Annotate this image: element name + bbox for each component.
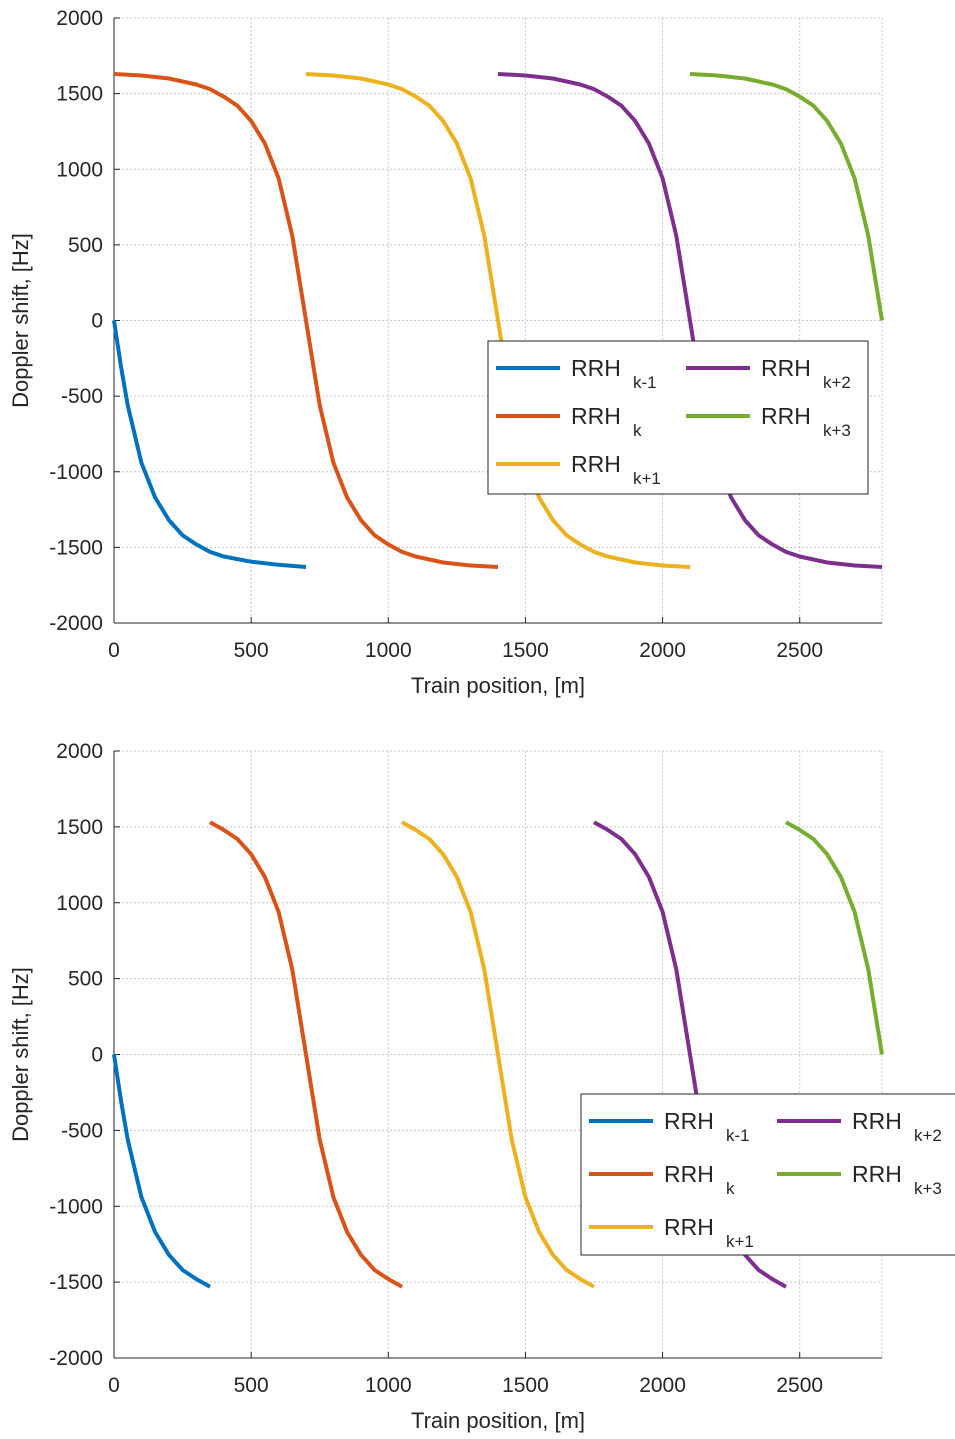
x-tick-label: 0	[108, 639, 120, 662]
legend-label-rrh-k+1: RRH	[571, 451, 621, 477]
y-tick-label: -2000	[49, 1347, 103, 1370]
y-tick-label: 500	[68, 968, 103, 991]
legend-label-rrh-k+2: RRH	[761, 355, 811, 381]
y-tick-label: 500	[68, 234, 103, 257]
series-line-rrh-k+3	[689, 72, 884, 321]
legend-subscript-rrh-k: k	[633, 421, 642, 440]
series-line-rrh-k	[209, 820, 403, 1289]
y-tick-label: -1500	[49, 536, 103, 559]
x-tick-label: 2500	[776, 1374, 823, 1397]
x-tick-label: 500	[234, 1374, 269, 1397]
legend-subscript-rrh-k-1: k-1	[633, 373, 657, 392]
chart-panel-1: 0 500 1000 1500 2000 2500 2000 1500 1000 500 0 -500…	[8, 7, 884, 698]
x-tick-label: 1500	[502, 1374, 549, 1397]
legend-label-rrh-k+3: RRH	[761, 403, 811, 429]
series-line-rrh-k-1	[112, 320, 307, 569]
y-tick-label: 2000	[56, 740, 103, 763]
legend-subscript-rrh-k+2: k+2	[823, 373, 851, 392]
x-tick-label: 500	[234, 639, 269, 662]
y-tick-label: 0	[91, 1044, 103, 1067]
legend-subscript-rrh-k+2: k+2	[914, 1126, 942, 1145]
y-tick-label: -1000	[49, 461, 103, 484]
y-tick-label: 1500	[56, 816, 103, 839]
legend-label-rrh-k+2: RRH	[852, 1108, 902, 1134]
series-line-rrh-k	[113, 72, 499, 569]
legend-label-rrh-k: RRH	[664, 1161, 714, 1187]
y-tick-label: 2000	[56, 7, 103, 30]
y-tick-label: -500	[61, 1119, 103, 1142]
y-tick-label: -1000	[49, 1195, 103, 1218]
y-tick-label: 0	[91, 310, 103, 333]
x-tick-label: 1500	[502, 639, 549, 662]
x-axis-label: Train position, [m]	[411, 673, 585, 698]
series-line-rrh-k+3	[785, 820, 884, 1055]
series-line-rrh-k-1	[112, 1054, 211, 1289]
series-line-rrh-k+1	[401, 820, 595, 1289]
y-tick-label: -1500	[49, 1271, 103, 1294]
series-line-rrh-k+2	[497, 72, 883, 569]
x-tick-label: 0	[108, 1374, 120, 1397]
legend-label-rrh-k-1: RRH	[571, 355, 621, 381]
x-tick-label: 2000	[639, 1374, 686, 1397]
y-tick-label: 1500	[56, 83, 103, 106]
x-tick-label: 1000	[365, 639, 412, 662]
y-tick-label: 1000	[56, 158, 103, 181]
x-tick-label: 2000	[639, 639, 686, 662]
legend: RRH k-1 RRH k RRH k+1 RRH k+2 RRH k+3	[580, 1093, 955, 1256]
series-line-rrh-k+2	[593, 820, 787, 1289]
y-tick-label: 1000	[56, 892, 103, 915]
legend-label-rrh-k+1: RRH	[664, 1214, 714, 1240]
x-tick-label: 2500	[776, 639, 823, 662]
y-axis-label: Doppler shift, [Hz]	[8, 233, 33, 408]
legend-label-rrh-k: RRH	[571, 403, 621, 429]
legend-subscript-rrh-k+1: k+1	[726, 1232, 754, 1251]
legend-label-rrh-k+3: RRH	[852, 1161, 902, 1187]
legend: RRH k-1 RRH k RRH k+1 RRH k+2 RRH k+3	[487, 340, 869, 495]
legend-label-rrh-k-1: RRH	[664, 1108, 714, 1134]
series-line-rrh-k+1	[305, 72, 691, 569]
x-axis-label: Train position, [m]	[411, 1408, 585, 1433]
legend-subscript-rrh-k+3: k+3	[823, 421, 851, 440]
x-tick-label: 1000	[365, 1374, 412, 1397]
legend-subscript-rrh-k+1: k+1	[633, 469, 661, 488]
y-axis-label: Doppler shift, [Hz]	[8, 967, 33, 1142]
chart-panel-2: 0 500 1000 1500 2000 2500 2000 1500 1000 500 0 -500…	[8, 740, 955, 1433]
y-tick-label: -500	[61, 385, 103, 408]
legend-subscript-rrh-k+3: k+3	[914, 1179, 942, 1198]
legend-subscript-rrh-k-1: k-1	[726, 1126, 750, 1145]
legend-subscript-rrh-k: k	[726, 1179, 735, 1198]
y-tick-label: -2000	[49, 612, 103, 635]
